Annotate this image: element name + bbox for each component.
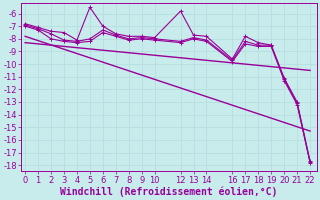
X-axis label: Windchill (Refroidissement éolien,°C): Windchill (Refroidissement éolien,°C) <box>60 186 277 197</box>
